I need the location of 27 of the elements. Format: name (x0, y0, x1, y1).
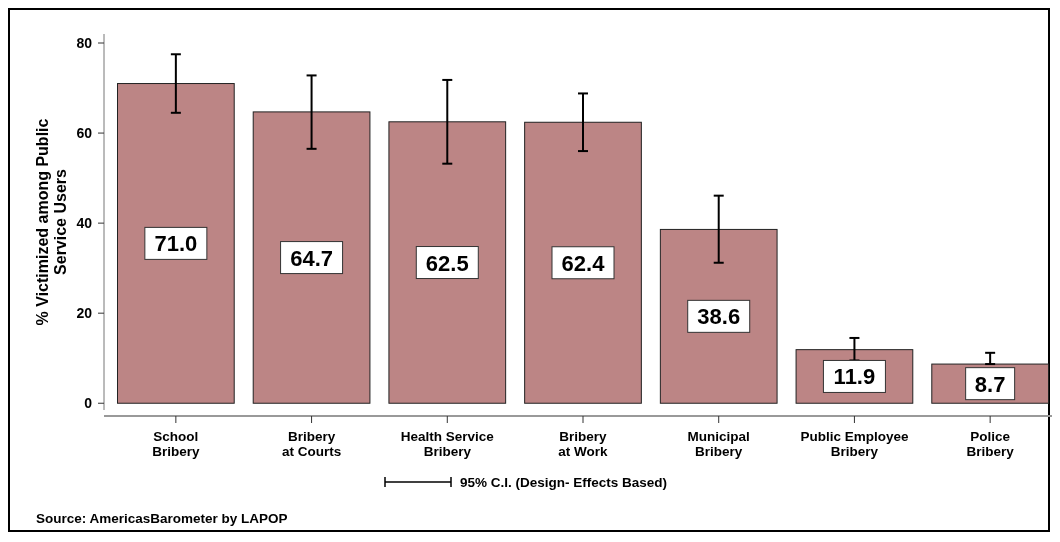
x-tick-label: Bribery at Courts (281, 429, 342, 459)
x-tick-label: Police Bribery (966, 429, 1015, 459)
y-tick-label: 80 (76, 35, 93, 52)
bar (388, 121, 507, 404)
bar (524, 121, 642, 404)
data-label: 62.5 (425, 250, 469, 276)
bar (117, 83, 235, 404)
x-tick-label: Municipal Bribery (687, 429, 750, 459)
x-tick-label: Health Service Bribery (400, 429, 495, 459)
data-label: 71.0 (154, 231, 198, 257)
x-tick-label: Public Employee Bribery (800, 429, 909, 459)
y-axis-title: % Victimized among Public Service Users (34, 118, 69, 326)
source-note: Source: AmericasBarometer by LAPOP (36, 511, 288, 526)
data-label: 64.7 (290, 245, 333, 271)
y-tick-label: 20 (76, 305, 93, 322)
text: 95% C.I. (Design- Effects Based) (460, 475, 668, 490)
y-tick-label: 0 (84, 395, 93, 412)
data-label: 8.7 (974, 371, 1006, 397)
x-tick-label: Bribery at Work (558, 429, 609, 459)
bar (659, 228, 778, 404)
data-label: 11.9 (833, 364, 876, 390)
y-tick-label: 60 (76, 125, 93, 142)
data-label: 38.6 (697, 304, 741, 330)
data-label: 62.4 (561, 250, 606, 276)
x-tick-label: School Bribery (152, 429, 200, 459)
bar (252, 111, 371, 404)
y-tick-label: 40 (76, 215, 93, 232)
